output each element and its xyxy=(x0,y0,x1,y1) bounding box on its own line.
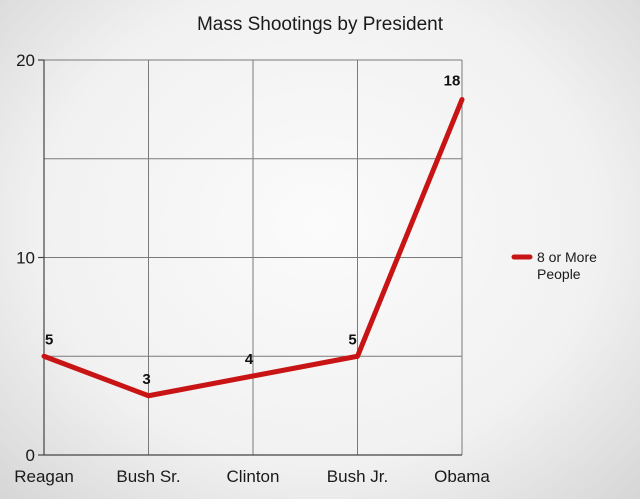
data-label: 5 xyxy=(348,331,356,348)
series-layer xyxy=(41,97,465,399)
legend-label: 8 or More xyxy=(537,249,597,265)
data-label: 4 xyxy=(245,351,254,368)
data-label: 18 xyxy=(444,73,461,90)
x-tick-label: Reagan xyxy=(14,467,74,486)
chart-title: Mass Shootings by President xyxy=(197,14,444,35)
data-labels: 5 3 4 5 18 xyxy=(45,73,460,388)
data-label: 3 xyxy=(142,371,150,388)
y-tick-label: 20 xyxy=(16,51,35,70)
legend-label: People xyxy=(537,266,581,282)
data-label: 5 xyxy=(45,331,53,348)
x-tick-label: Obama xyxy=(434,467,490,486)
series-line xyxy=(41,97,465,399)
axes: 0 10 20 Reagan Bush Sr. Clinton Bush Jr. Obama xyxy=(14,51,490,486)
y-tick-label: 0 xyxy=(26,446,35,465)
x-tick-label: Bush Sr. xyxy=(116,467,180,486)
y-tick-label: 10 xyxy=(16,249,35,268)
grid xyxy=(44,59,463,455)
x-tick-label: Bush Jr. xyxy=(327,467,388,486)
x-tick-label: Clinton xyxy=(227,467,280,486)
